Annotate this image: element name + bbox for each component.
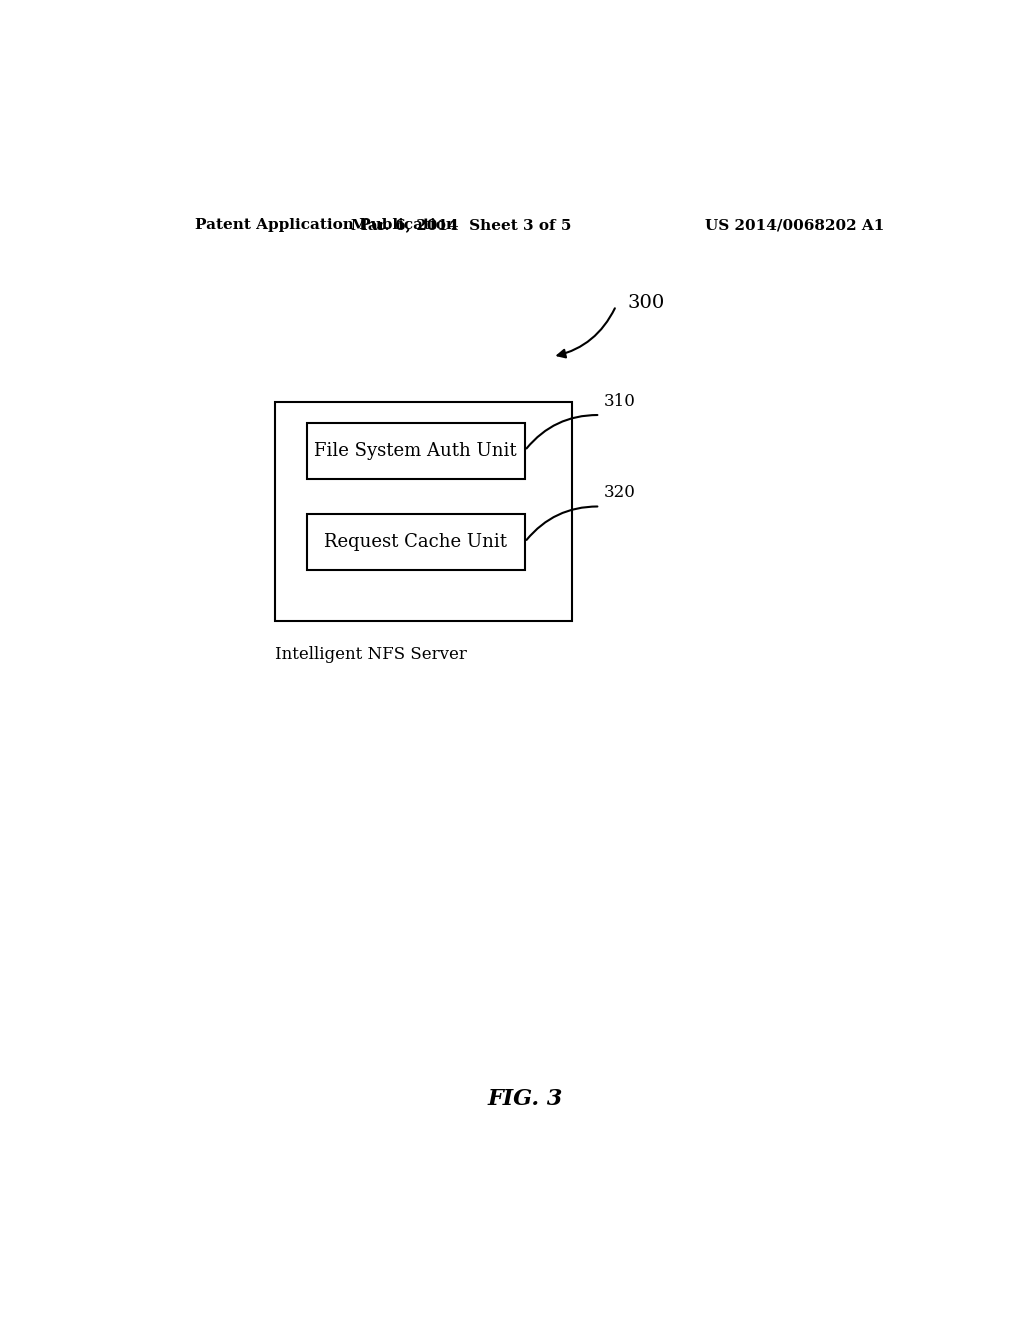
Bar <box>274 403 572 620</box>
Text: 320: 320 <box>604 484 636 502</box>
Bar <box>306 422 525 479</box>
Text: US 2014/0068202 A1: US 2014/0068202 A1 <box>705 219 885 232</box>
Text: 310: 310 <box>604 393 636 411</box>
Text: Request Cache Unit: Request Cache Unit <box>325 533 507 550</box>
Text: Mar. 6, 2014  Sheet 3 of 5: Mar. 6, 2014 Sheet 3 of 5 <box>351 219 571 232</box>
Text: File System Auth Unit: File System Auth Unit <box>314 442 517 459</box>
Text: Intelligent NFS Server: Intelligent NFS Server <box>274 647 467 663</box>
Text: 300: 300 <box>628 294 666 312</box>
Text: FIG. 3: FIG. 3 <box>487 1088 562 1110</box>
Text: Patent Application Publication: Patent Application Publication <box>196 219 458 232</box>
Bar <box>306 515 525 570</box>
